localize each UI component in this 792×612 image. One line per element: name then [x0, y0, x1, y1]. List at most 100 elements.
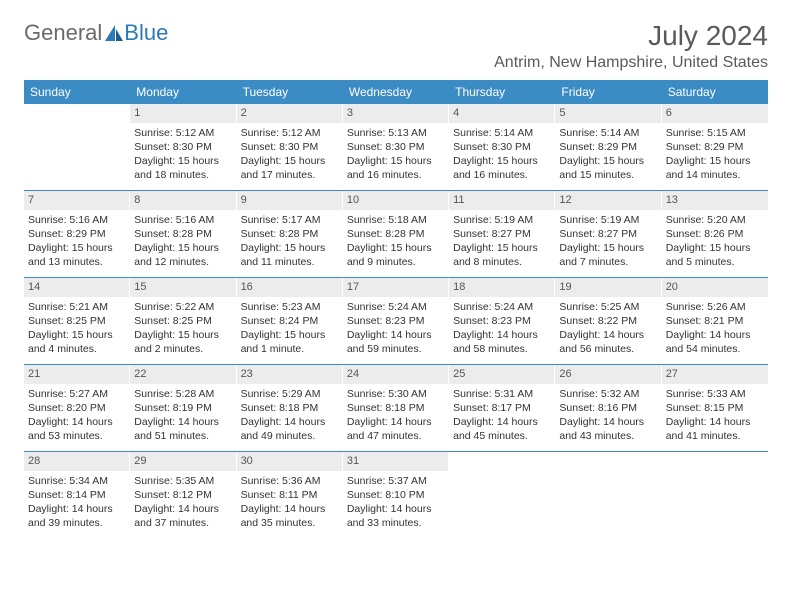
calendar-cell: 11Sunrise: 5:19 AMSunset: 8:27 PMDayligh…	[449, 191, 555, 277]
daylight-text: Daylight: 14 hours and 37 minutes.	[134, 502, 232, 530]
daylight-text: Daylight: 14 hours and 39 minutes.	[28, 502, 126, 530]
day-body: Sunrise: 5:34 AMSunset: 8:14 PMDaylight:…	[24, 473, 130, 535]
daylight-text: Daylight: 14 hours and 41 minutes.	[666, 415, 764, 443]
calendar-cell: 16Sunrise: 5:23 AMSunset: 8:24 PMDayligh…	[237, 278, 343, 364]
day-number: 25	[449, 365, 555, 384]
sunrise-text: Sunrise: 5:28 AM	[134, 387, 232, 401]
calendar-cell: 1Sunrise: 5:12 AMSunset: 8:30 PMDaylight…	[130, 104, 236, 190]
day-number: 26	[555, 365, 661, 384]
logo-sail-icon	[104, 24, 124, 42]
day-number: 24	[343, 365, 449, 384]
day-body: Sunrise: 5:17 AMSunset: 8:28 PMDaylight:…	[237, 212, 343, 274]
sunset-text: Sunset: 8:23 PM	[347, 314, 445, 328]
calendar-cell: 9Sunrise: 5:17 AMSunset: 8:28 PMDaylight…	[237, 191, 343, 277]
day-number: 28	[24, 452, 130, 471]
sunset-text: Sunset: 8:30 PM	[134, 140, 232, 154]
day-body: Sunrise: 5:33 AMSunset: 8:15 PMDaylight:…	[662, 386, 768, 448]
daylight-text: Daylight: 14 hours and 33 minutes.	[347, 502, 445, 530]
calendar-cell: 24 Sunrise: 5:30 AMSunset: 8:18 PMDayligh…	[343, 365, 449, 451]
calendar-week: 7Sunrise: 5:16 AMSunset: 8:29 PMDaylight…	[24, 191, 768, 278]
sunset-text: Sunset: 8:12 PM	[134, 488, 232, 502]
daylight-text: Daylight: 15 hours and 2 minutes.	[134, 328, 232, 356]
title-block: July 2024 Antrim, New Hampshire, United …	[494, 20, 768, 72]
day-number: 15	[130, 278, 236, 297]
sunset-text: Sunset: 8:26 PM	[666, 227, 764, 241]
day-number: 8	[130, 191, 236, 210]
sunset-text: Sunset: 8:23 PM	[453, 314, 551, 328]
sunrise-text: Sunrise: 5:29 AM	[241, 387, 339, 401]
calendar-cell	[24, 104, 130, 190]
day-number: 19	[555, 278, 661, 297]
calendar-cell: 25Sunrise: 5:31 AMSunset: 8:17 PMDayligh…	[449, 365, 555, 451]
day-body: Sunrise: 5:16 AMSunset: 8:29 PMDaylight:…	[24, 212, 130, 274]
sunrise-text: Sunrise: 5:12 AM	[134, 126, 232, 140]
day-number: 14	[24, 278, 130, 297]
calendar-week: 21Sunrise: 5:27 AMSunset: 8:20 PMDayligh…	[24, 365, 768, 452]
calendar-cell: 17Sunrise: 5:24 AMSunset: 8:23 PMDayligh…	[343, 278, 449, 364]
daylight-text: Daylight: 14 hours and 43 minutes.	[559, 415, 657, 443]
sunrise-text: Sunrise: 5:19 AM	[453, 213, 551, 227]
daylight-text: Daylight: 15 hours and 1 minute.	[241, 328, 339, 356]
calendar-cell: 26Sunrise: 5:32 AMSunset: 8:16 PMDayligh…	[555, 365, 661, 451]
day-header-tue: Tuesday	[237, 80, 343, 104]
day-body: Sunrise: 5:37 AMSunset: 8:10 PMDaylight:…	[343, 473, 449, 535]
calendar-cell: 3Sunrise: 5:13 AMSunset: 8:30 PMDaylight…	[343, 104, 449, 190]
day-body: Sunrise: 5:22 AMSunset: 8:25 PMDaylight:…	[130, 299, 236, 361]
calendar-cell: 7Sunrise: 5:16 AMSunset: 8:29 PMDaylight…	[24, 191, 130, 277]
day-number: 4	[449, 104, 555, 123]
day-body: Sunrise: 5:28 AMSunset: 8:19 PMDaylight:…	[130, 386, 236, 448]
header: General Blue July 2024 Antrim, New Hamps…	[24, 20, 768, 72]
day-header-mon: Monday	[130, 80, 236, 104]
logo-text-b: Blue	[124, 20, 168, 46]
sunset-text: Sunset: 8:29 PM	[559, 140, 657, 154]
day-body: Sunrise: 5:35 AMSunset: 8:12 PMDaylight:…	[130, 473, 236, 535]
calendar-cell: 14Sunrise: 5:21 AMSunset: 8:25 PMDayligh…	[24, 278, 130, 364]
sunset-text: Sunset: 8:20 PM	[28, 401, 126, 415]
day-body: Sunrise: 5:27 AMSunset: 8:20 PMDaylight:…	[24, 386, 130, 448]
daylight-text: Daylight: 15 hours and 11 minutes.	[241, 241, 339, 269]
day-body: Sunrise: 5:20 AMSunset: 8:26 PMDaylight:…	[662, 212, 768, 274]
daylight-text: Daylight: 15 hours and 14 minutes.	[666, 154, 764, 182]
sunrise-text: Sunrise: 5:35 AM	[134, 474, 232, 488]
daylight-text: Daylight: 14 hours and 35 minutes.	[241, 502, 339, 530]
sunset-text: Sunset: 8:25 PM	[28, 314, 126, 328]
calendar-week: 14Sunrise: 5:21 AMSunset: 8:25 PMDayligh…	[24, 278, 768, 365]
day-body: Sunrise: 5:25 AMSunset: 8:22 PMDaylight:…	[555, 299, 661, 361]
daylight-text: Daylight: 14 hours and 47 minutes.	[347, 415, 445, 443]
day-body: Sunrise: 5:14 AMSunset: 8:29 PMDaylight:…	[555, 125, 661, 187]
daylight-text: Daylight: 14 hours and 51 minutes.	[134, 415, 232, 443]
calendar-cell: 21Sunrise: 5:27 AMSunset: 8:20 PMDayligh…	[24, 365, 130, 451]
sunrise-text: Sunrise: 5:18 AM	[347, 213, 445, 227]
day-body: Sunrise: 5:12 AMSunset: 8:30 PMDaylight:…	[237, 125, 343, 187]
calendar-cell: 10Sunrise: 5:18 AMSunset: 8:28 PMDayligh…	[343, 191, 449, 277]
sunrise-text: Sunrise: 5:36 AM	[241, 474, 339, 488]
calendar-cell: 27 Sunrise: 5:33 AMSunset: 8:15 PMDayligh…	[662, 365, 768, 451]
sunset-text: Sunset: 8:27 PM	[559, 227, 657, 241]
sunrise-text: Sunrise: 5:24 AM	[453, 300, 551, 314]
sunrise-text: Sunrise: 5:22 AM	[134, 300, 232, 314]
sunset-text: Sunset: 8:17 PM	[453, 401, 551, 415]
day-number: 11	[449, 191, 555, 210]
sunset-text: Sunset: 8:28 PM	[134, 227, 232, 241]
day-number: 10	[343, 191, 449, 210]
day-number: 30	[237, 452, 343, 471]
sunset-text: Sunset: 8:22 PM	[559, 314, 657, 328]
sunrise-text: Sunrise: 5:37 AM	[347, 474, 445, 488]
day-body: Sunrise: 5:30 AMSunset: 8:18 PMDaylight:…	[343, 386, 449, 448]
daylight-text: Daylight: 15 hours and 13 minutes.	[28, 241, 126, 269]
day-number: 6	[662, 104, 768, 123]
sunrise-text: Sunrise: 5:31 AM	[453, 387, 551, 401]
day-number: 27	[662, 365, 768, 384]
sunset-text: Sunset: 8:30 PM	[347, 140, 445, 154]
daylight-text: Daylight: 15 hours and 16 minutes.	[347, 154, 445, 182]
day-number: 12	[555, 191, 661, 210]
sunrise-text: Sunrise: 5:20 AM	[666, 213, 764, 227]
sunrise-text: Sunrise: 5:16 AM	[134, 213, 232, 227]
sunset-text: Sunset: 8:27 PM	[453, 227, 551, 241]
logo-text-a: General	[24, 20, 102, 46]
daylight-text: Daylight: 15 hours and 12 minutes.	[134, 241, 232, 269]
day-body: Sunrise: 5:14 AMSunset: 8:30 PMDaylight:…	[449, 125, 555, 187]
daylight-text: Daylight: 15 hours and 4 minutes.	[28, 328, 126, 356]
sunset-text: Sunset: 8:18 PM	[347, 401, 445, 415]
sunset-text: Sunset: 8:21 PM	[666, 314, 764, 328]
